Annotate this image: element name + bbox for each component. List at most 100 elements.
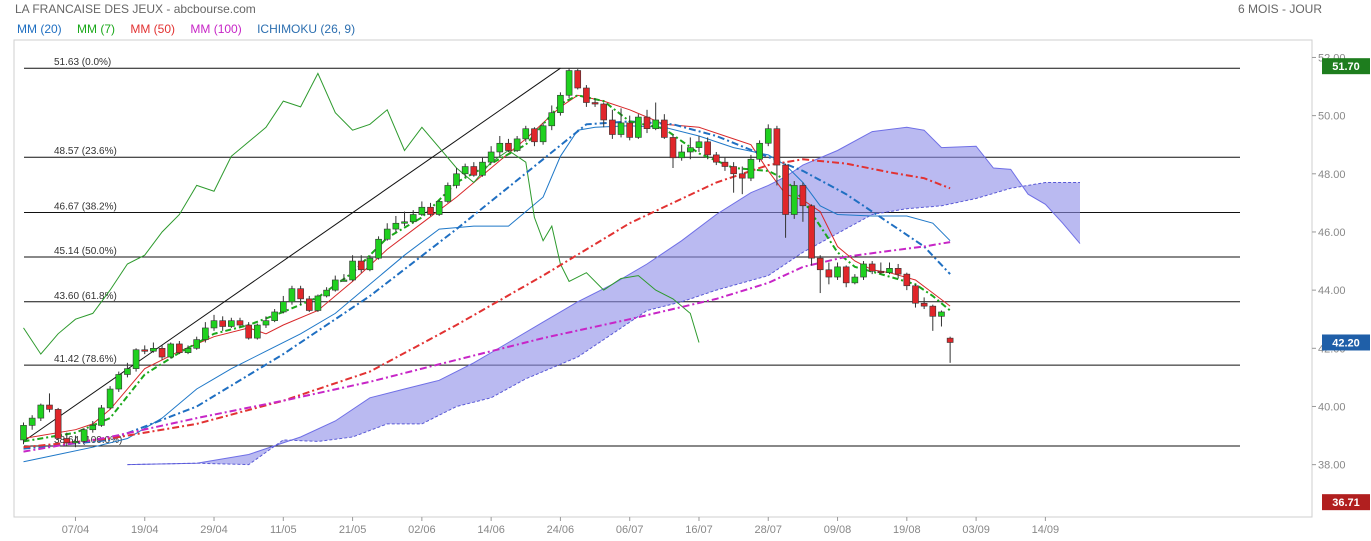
- candle-body-down: [357, 260, 365, 271]
- candle: [409, 210, 417, 224]
- candle-body-down: [46, 404, 53, 410]
- candle: [583, 85, 590, 107]
- fibonacci-label: 51.63 (0.0%): [54, 57, 111, 68]
- candle: [730, 162, 737, 193]
- candle-body-up: [435, 201, 443, 215]
- candle: [531, 127, 538, 147]
- candle: [340, 274, 348, 282]
- candle-body-down: [704, 141, 711, 156]
- candle: [461, 163, 469, 177]
- candle: [401, 211, 408, 227]
- candle: [115, 371, 123, 392]
- candle-body-up: [167, 343, 175, 358]
- x-tick-label: 19/08: [893, 524, 921, 536]
- legend-mm20: MM (20): [17, 22, 62, 36]
- candle: [80, 428, 88, 443]
- chart-title: LA FRANCAISE DES JEUX - abcbourse.com: [15, 2, 256, 16]
- x-tick-label: 24/06: [547, 524, 575, 536]
- candle-body-down: [531, 128, 538, 143]
- candle: [297, 285, 304, 305]
- candle: [202, 322, 209, 343]
- ichimoku-cloud: [127, 127, 1080, 465]
- fibonacci-label: 46.67 (38.2%): [54, 201, 117, 212]
- candle: [383, 223, 391, 241]
- candle-body-down: [842, 266, 850, 284]
- candle-body-up: [323, 289, 330, 297]
- candle: [245, 322, 252, 340]
- candle-body-down: [643, 116, 651, 130]
- candle: [920, 297, 928, 310]
- legend-mm7: MM (7): [77, 22, 116, 36]
- price-badge: [1322, 494, 1370, 511]
- y-tick-label: 44.00: [1318, 285, 1346, 297]
- candle-body-up: [124, 368, 131, 375]
- x-tick-label: 16/07: [685, 524, 713, 536]
- candle-body-down: [712, 154, 720, 163]
- candle: [669, 134, 677, 168]
- candle-body-up: [756, 142, 763, 160]
- candle-body-up: [487, 151, 495, 163]
- candle: [46, 393, 53, 413]
- candle: [305, 295, 313, 312]
- candle-body-up: [331, 279, 339, 291]
- candle-body-up: [834, 266, 841, 278]
- candle-body-up: [98, 407, 105, 426]
- price-badge-label: 36.71: [1332, 497, 1360, 509]
- candle-body-down: [920, 302, 928, 307]
- candle: [738, 166, 746, 195]
- candle: [158, 345, 166, 360]
- candle: [894, 263, 902, 279]
- candle-body-up: [409, 214, 417, 223]
- ichimoku-chikou: [23, 72, 700, 355]
- candle-body-down: [894, 268, 902, 275]
- candle-body-up: [539, 125, 547, 143]
- candle: [54, 407, 62, 440]
- candle-body-down: [808, 205, 815, 259]
- candle-body-up: [314, 295, 322, 311]
- candle-body-up: [652, 119, 659, 130]
- candle: [652, 102, 659, 131]
- candle: [868, 261, 876, 275]
- candle: [28, 415, 36, 430]
- candle-body-up: [747, 158, 755, 179]
- candle: [254, 323, 261, 340]
- x-tick-label: 06/07: [616, 524, 644, 536]
- candle-body-down: [158, 348, 166, 358]
- candle-body-down: [825, 269, 833, 278]
- candle: [37, 403, 45, 422]
- candle-body-down: [799, 185, 807, 207]
- candle-body-up: [479, 161, 486, 176]
- candle-body-up: [80, 429, 88, 442]
- candle: [635, 114, 642, 139]
- candle: [314, 294, 322, 312]
- candle-body-down: [782, 164, 789, 215]
- candle-body-down: [661, 119, 668, 138]
- candle-body-up: [28, 417, 36, 426]
- candle: [764, 124, 772, 147]
- candle: [704, 137, 711, 160]
- candle: [790, 181, 798, 219]
- candle-body-down: [505, 142, 512, 151]
- candle: [591, 98, 599, 107]
- candle-body-up: [860, 263, 867, 278]
- price-badge-label: 42.20: [1332, 337, 1360, 349]
- candle: [271, 309, 278, 323]
- candle-body-down: [738, 173, 746, 179]
- y-tick-label: 40.00: [1318, 401, 1346, 413]
- candle: [626, 115, 634, 141]
- candle: [938, 310, 945, 327]
- candle-body-up: [635, 116, 642, 138]
- candle: [617, 108, 625, 138]
- candle-body-up: [392, 222, 400, 230]
- candle: [132, 348, 140, 372]
- candle: [279, 295, 287, 314]
- candle: [63, 432, 71, 446]
- candle: [773, 125, 781, 186]
- candle-body-down: [669, 137, 677, 159]
- candle-body-down: [574, 70, 582, 89]
- fibonacci-label: 48.57 (23.6%): [54, 146, 117, 157]
- fibonacci-label: 43.60 (61.8%): [54, 291, 117, 302]
- candle: [877, 262, 885, 275]
- candle-body-down: [236, 320, 244, 326]
